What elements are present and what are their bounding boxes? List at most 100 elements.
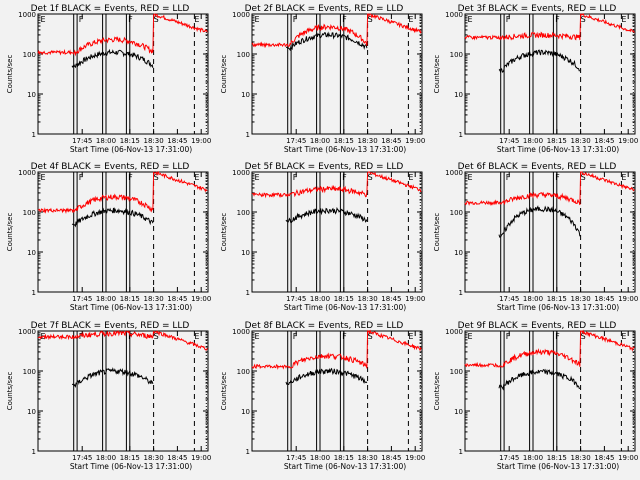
x-tick-label: 18:45 bbox=[167, 454, 187, 462]
plot-frame bbox=[37, 330, 209, 452]
x-tick-label: 18:15 bbox=[547, 454, 567, 462]
chart-panel-6: Det 6f BLACK = Events, RED = LLD 1 10 100 10… bbox=[433, 162, 638, 312]
flag-label: F bbox=[555, 332, 560, 341]
chart-panel-9: Det 9f BLACK = Events, RED = LLD 1 10 100 10… bbox=[433, 321, 638, 471]
y-axis-label: Counts/sec bbox=[6, 372, 14, 411]
y-axis-label: Counts/sec bbox=[220, 55, 228, 94]
y-axis-label: Counts/sec bbox=[433, 213, 441, 252]
chart-panel-4: Det 4f BLACK = Events, RED = LLD 1 10 100 10… bbox=[6, 162, 211, 312]
y-tick-label: 1000 bbox=[445, 11, 463, 19]
flag-label: F bbox=[128, 15, 133, 24]
chart-title: Det 2f BLACK = Events, RED = LLD bbox=[245, 4, 404, 14]
x-tick-label: 18:00 bbox=[96, 295, 116, 303]
flag-label: F bbox=[79, 173, 84, 182]
flag-label: F bbox=[342, 332, 347, 341]
x-tick-label: 18:45 bbox=[381, 137, 401, 145]
y-tick-label: 1 bbox=[32, 448, 36, 456]
x-tick-label: 19:00 bbox=[618, 295, 638, 303]
y-tick-label: 10 bbox=[454, 91, 463, 99]
events-series-line bbox=[498, 205, 581, 238]
x-tick-label: 18:30 bbox=[144, 295, 164, 303]
flag-label: E bbox=[41, 15, 46, 24]
flag-label: S bbox=[154, 15, 159, 24]
flag-label: E bbox=[194, 173, 199, 182]
flag-label: F bbox=[128, 332, 133, 341]
x-tick-label: 18:30 bbox=[358, 137, 378, 145]
x-tick-label: 19:00 bbox=[405, 454, 425, 462]
chart-panel-7: Det 7f BLACK = Events, RED = LLD 1 10 100 10… bbox=[6, 321, 211, 471]
y-tick-label: 1000 bbox=[232, 328, 250, 336]
events-series-line bbox=[285, 206, 368, 224]
y-tick-label: 1000 bbox=[18, 328, 36, 336]
x-tick-label: 18:30 bbox=[358, 454, 378, 462]
y-tick-label: 1 bbox=[246, 448, 250, 456]
x-tick-label: 17:45 bbox=[499, 137, 519, 145]
x-tick-label: 18:45 bbox=[594, 454, 614, 462]
flag-label: S bbox=[368, 15, 373, 24]
y-tick-label: 100 bbox=[450, 368, 463, 376]
y-tick-label: 1000 bbox=[445, 328, 463, 336]
x-tick-label: 18:15 bbox=[334, 137, 354, 145]
y-tick-label: 100 bbox=[237, 209, 250, 217]
flag-label: F bbox=[342, 173, 347, 182]
y-tick-label: 1 bbox=[246, 131, 250, 139]
x-tick-label: 18:00 bbox=[310, 295, 330, 303]
y-axis-label: Counts/sec bbox=[433, 55, 441, 94]
lld-series-line bbox=[37, 330, 208, 351]
y-tick-label: 1000 bbox=[232, 11, 250, 19]
y-axis-label: Counts/sec bbox=[433, 372, 441, 411]
x-axis-label: Start Time (06-Nov-13 17:31:00) bbox=[70, 145, 192, 154]
y-tick-label: 100 bbox=[450, 51, 463, 59]
x-tick-label: 19:00 bbox=[191, 295, 211, 303]
y-tick-label: 1 bbox=[32, 131, 36, 139]
chart-title: Det 6f BLACK = Events, RED = LLD bbox=[458, 162, 617, 172]
x-tick-label: 17:45 bbox=[499, 454, 519, 462]
y-tick-label: 100 bbox=[237, 51, 250, 59]
y-tick-label: 1 bbox=[459, 289, 463, 297]
events-series-line bbox=[286, 31, 368, 52]
x-tick-label: 19:00 bbox=[405, 295, 425, 303]
x-tick-label: 18:15 bbox=[120, 137, 140, 145]
plot-frame bbox=[251, 171, 423, 293]
flag-label: E bbox=[41, 173, 46, 182]
y-tick-label: 100 bbox=[450, 209, 463, 217]
flag-label: E bbox=[468, 332, 473, 341]
flag-label: F bbox=[506, 173, 511, 182]
y-tick-label: 10 bbox=[27, 249, 36, 257]
plot-frame bbox=[464, 13, 636, 135]
x-tick-label: 18:15 bbox=[334, 295, 354, 303]
x-tick-label: 18:30 bbox=[571, 295, 591, 303]
chart-panel-2: Det 2f BLACK = Events, RED = LLD 1 10 100 10… bbox=[220, 4, 425, 154]
x-tick-label: 18:15 bbox=[334, 454, 354, 462]
x-tick-label: 18:15 bbox=[120, 295, 140, 303]
flag-label: E bbox=[621, 15, 626, 24]
events-series-line bbox=[72, 367, 154, 388]
x-tick-label: 18:15 bbox=[547, 295, 567, 303]
x-tick-label: 18:00 bbox=[310, 137, 330, 145]
events-series-line bbox=[498, 368, 581, 391]
x-tick-label: 17:45 bbox=[286, 454, 306, 462]
flag-label: F bbox=[555, 173, 560, 182]
x-tick-label: 17:45 bbox=[72, 137, 92, 145]
flag-label: E bbox=[621, 332, 626, 341]
events-series-line bbox=[71, 48, 154, 69]
x-tick-label: 18:45 bbox=[167, 295, 187, 303]
events-series-line bbox=[285, 367, 368, 386]
chart-title: Det 4f BLACK = Events, RED = LLD bbox=[31, 162, 190, 172]
y-tick-label: 100 bbox=[23, 209, 36, 217]
flag-label: E bbox=[255, 173, 260, 182]
x-axis-label: Start Time (06-Nov-13 17:31:00) bbox=[284, 462, 406, 471]
chart-title: Det 3f BLACK = Events, RED = LLD bbox=[458, 4, 617, 14]
flag-label: F bbox=[506, 332, 511, 341]
x-tick-label: 19:00 bbox=[405, 137, 425, 145]
x-axis-label: Start Time (06-Nov-13 17:31:00) bbox=[284, 303, 406, 312]
x-tick-label: 18:30 bbox=[571, 137, 591, 145]
flag-label: E bbox=[255, 332, 260, 341]
flag-label: S bbox=[581, 173, 586, 182]
flag-label: F bbox=[506, 15, 511, 24]
x-axis-label: Start Time (06-Nov-13 17:31:00) bbox=[70, 303, 192, 312]
chart-title: Det 5f BLACK = Events, RED = LLD bbox=[245, 162, 404, 172]
flag-label: F bbox=[79, 332, 84, 341]
flag-label: S bbox=[581, 332, 586, 341]
